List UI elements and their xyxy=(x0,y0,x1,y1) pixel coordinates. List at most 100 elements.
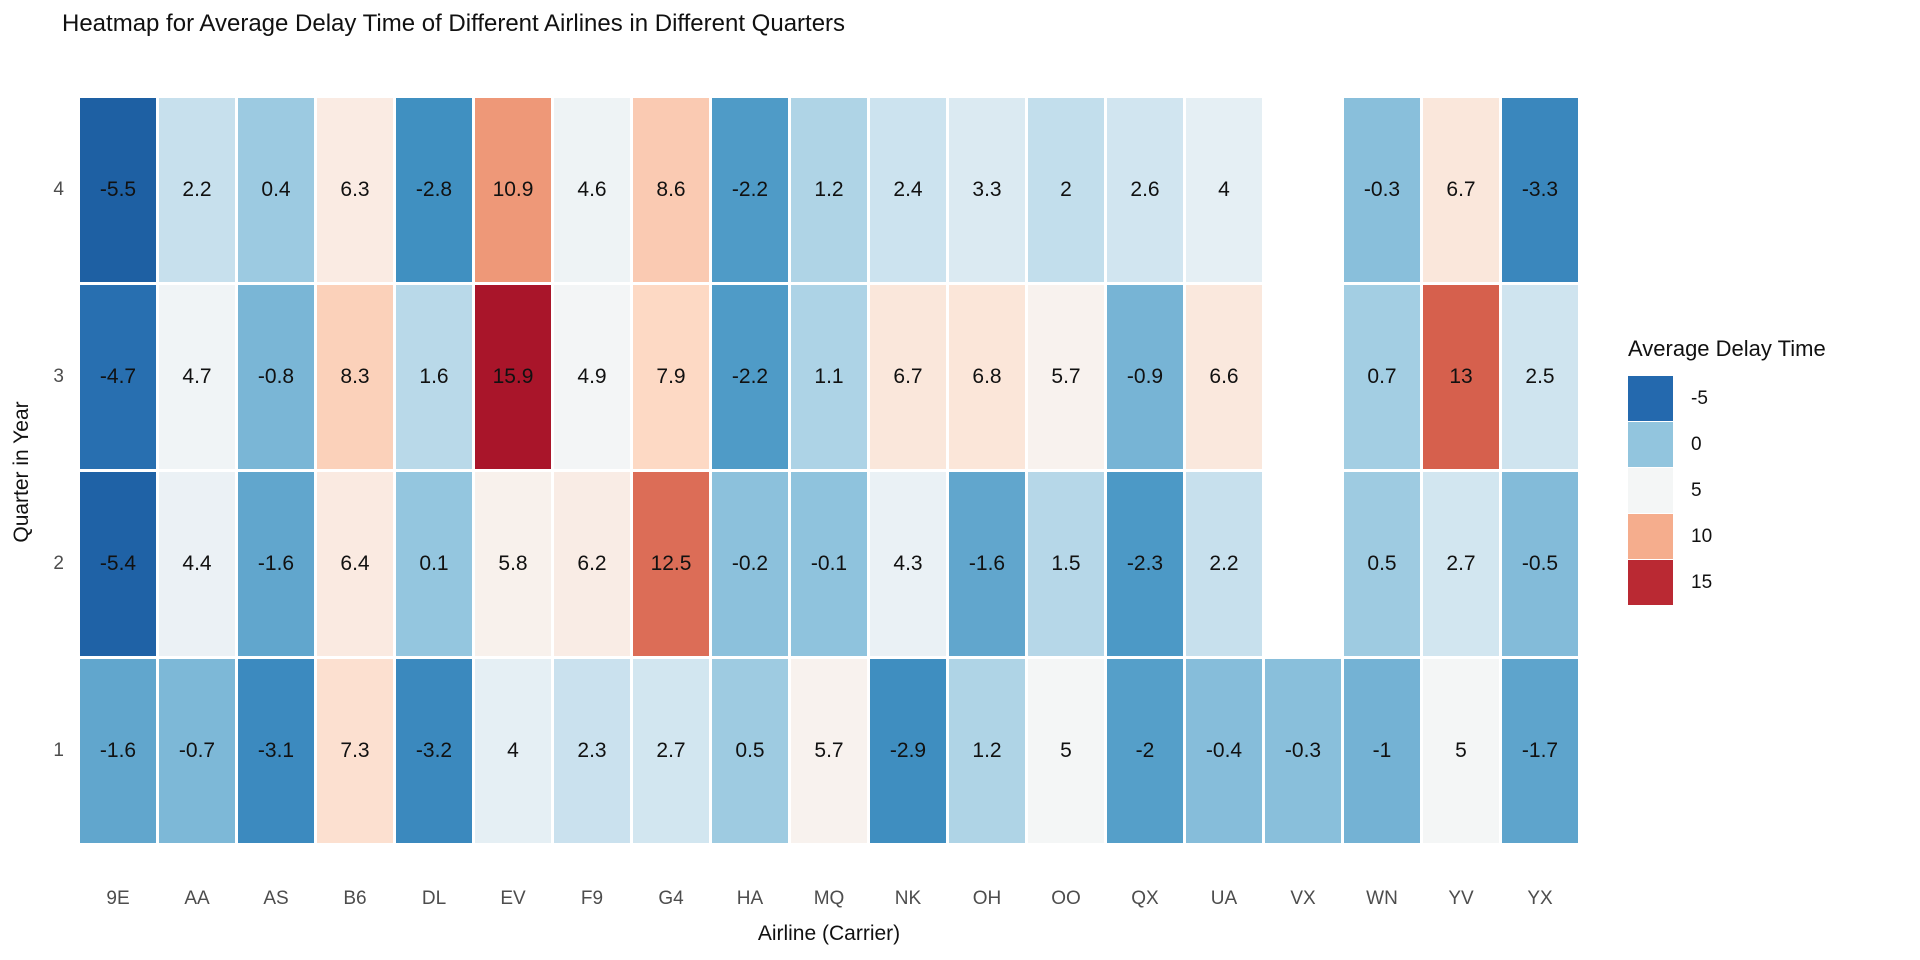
heatmap-cell: 8.6 xyxy=(633,98,709,282)
x-tick-label: AA xyxy=(184,888,210,909)
heatmap-cell: -0.9 xyxy=(1107,285,1183,469)
x-axis-title: Airline (Carrier) xyxy=(757,922,901,945)
x-tick-label: VX xyxy=(1290,888,1316,909)
heatmap-cell: -1.6 xyxy=(949,472,1025,656)
heatmap-cell: 15.9 xyxy=(475,285,551,469)
heatmap-cell: -0.3 xyxy=(1265,659,1341,843)
heatmap-cell: -2.8 xyxy=(396,98,472,282)
legend-swatch xyxy=(1628,560,1673,605)
x-tick-label: DL xyxy=(421,888,447,909)
heatmap-cell: 4.4 xyxy=(159,472,235,656)
heatmap-cell: -3.2 xyxy=(396,659,472,843)
heatmap-cell: 5.8 xyxy=(475,472,551,656)
heatmap-cell: 2.3 xyxy=(554,659,630,843)
legend-title: Average Delay Time xyxy=(1628,336,1826,361)
heatmap-cell: -2.2 xyxy=(712,98,788,282)
x-tick-label: MQ xyxy=(813,888,845,909)
heatmap-plot-area: -5.5 2.2 0.4 6.3 -2.8 10.9 4.6 8.6 -2.2 1.2 2.4 3.3… xyxy=(80,98,1578,843)
heatmap-cell: 4.7 xyxy=(159,285,235,469)
heatmap-cell: -1.7 xyxy=(1502,659,1578,843)
heatmap-cell: 0.1 xyxy=(396,472,472,656)
x-tick-label: B6 xyxy=(343,888,367,909)
heatmap-cell: 4 xyxy=(475,659,551,843)
x-tick-label: F9 xyxy=(580,888,604,909)
legend-label: 5 xyxy=(1691,479,1702,501)
heatmap-cell: -1.6 xyxy=(80,659,156,843)
heatmap-cell: -5.4 xyxy=(80,472,156,656)
x-tick-label: YX xyxy=(1527,888,1553,909)
y-tick-label: 4 xyxy=(53,179,64,200)
x-tick-label: OH xyxy=(972,888,1002,909)
heatmap-cell: 2.4 xyxy=(870,98,946,282)
heatmap-cell: 6.7 xyxy=(1423,98,1499,282)
heatmap-cell: 4.9 xyxy=(554,285,630,469)
legend-label: 0 xyxy=(1691,433,1702,455)
x-tick-label: EV xyxy=(500,888,526,909)
heatmap-cell: 5 xyxy=(1028,659,1104,843)
heatmap-cell: -3.1 xyxy=(238,659,314,843)
heatmap-cell: -4.7 xyxy=(80,285,156,469)
heatmap-cell: 8.3 xyxy=(317,285,393,469)
heatmap-cell: -0.4 xyxy=(1186,659,1262,843)
x-tick-label: YV xyxy=(1448,888,1474,909)
heatmap-cell: 1.1 xyxy=(791,285,867,469)
legend-swatch xyxy=(1628,376,1673,421)
heatmap-cell: 6.8 xyxy=(949,285,1025,469)
chart-title: Heatmap for Average Delay Time of Differ… xyxy=(62,10,846,37)
heatmap-cell: -2.9 xyxy=(870,659,946,843)
x-tick-label: UA xyxy=(1210,888,1238,909)
heatmap-cell: 13 xyxy=(1423,285,1499,469)
legend-item: 0 xyxy=(1628,422,1826,467)
heatmap-cell: 6.7 xyxy=(870,285,946,469)
y-tick-label: 1 xyxy=(53,740,64,761)
heatmap-cell: 6.3 xyxy=(317,98,393,282)
heatmap-cell: 6.6 xyxy=(1186,285,1262,469)
y-tick-label: 2 xyxy=(53,553,64,574)
heatmap-cell: 7.3 xyxy=(317,659,393,843)
heatmap-cell: 1.5 xyxy=(1028,472,1104,656)
heatmap-cell: -0.7 xyxy=(159,659,235,843)
heatmap-cell: -1 xyxy=(1344,659,1420,843)
heatmap-cell: 3.3 xyxy=(949,98,1025,282)
heatmap-cell: -2.2 xyxy=(712,285,788,469)
heatmap-cell: 2.7 xyxy=(633,659,709,843)
heatmap-cell: 4 xyxy=(1186,98,1262,282)
heatmap-cell: -2 xyxy=(1107,659,1183,843)
heatmap-cell: 6.2 xyxy=(554,472,630,656)
legend-item: 10 xyxy=(1628,514,1826,559)
heatmap-cell: -5.5 xyxy=(80,98,156,282)
heatmap-cell-missing xyxy=(1265,285,1341,469)
legend: Average Delay Time -5 0 5 10 15 xyxy=(1628,336,1826,606)
x-tick-label: NK xyxy=(894,888,922,909)
x-tick-label: OO xyxy=(1051,888,1081,909)
heatmap-cell: 1.2 xyxy=(949,659,1025,843)
heatmap-cell: 12.5 xyxy=(633,472,709,656)
heatmap-cell: 5.7 xyxy=(1028,285,1104,469)
heatmap-cell: -0.2 xyxy=(712,472,788,656)
legend-item: 5 xyxy=(1628,468,1826,513)
heatmap-cell: 0.5 xyxy=(712,659,788,843)
x-tick-label: QX xyxy=(1131,888,1159,909)
heatmap-cell: 6.4 xyxy=(317,472,393,656)
heatmap-cell: 4.3 xyxy=(870,472,946,656)
x-tick-label: HA xyxy=(736,888,764,909)
heatmap-cell: 0.7 xyxy=(1344,285,1420,469)
heatmap-cell: 2.2 xyxy=(1186,472,1262,656)
heatmap-cell: 2.2 xyxy=(159,98,235,282)
heatmap-cell: -2.3 xyxy=(1107,472,1183,656)
heatmap-cell: -0.5 xyxy=(1502,472,1578,656)
heatmap-cell: -0.8 xyxy=(238,285,314,469)
y-tick-label: 3 xyxy=(53,366,64,387)
heatmap-cell: 0.4 xyxy=(238,98,314,282)
heatmap-cell: 4.6 xyxy=(554,98,630,282)
legend-swatch xyxy=(1628,514,1673,559)
heatmap-cell: 2.6 xyxy=(1107,98,1183,282)
heatmap-cell: -0.1 xyxy=(791,472,867,656)
legend-label: -5 xyxy=(1691,387,1708,409)
heatmap-cell: 7.9 xyxy=(633,285,709,469)
legend-swatch xyxy=(1628,422,1673,467)
heatmap-cell: 2.5 xyxy=(1502,285,1578,469)
legend-item: -5 xyxy=(1628,376,1826,421)
heatmap-cell: 0.5 xyxy=(1344,472,1420,656)
